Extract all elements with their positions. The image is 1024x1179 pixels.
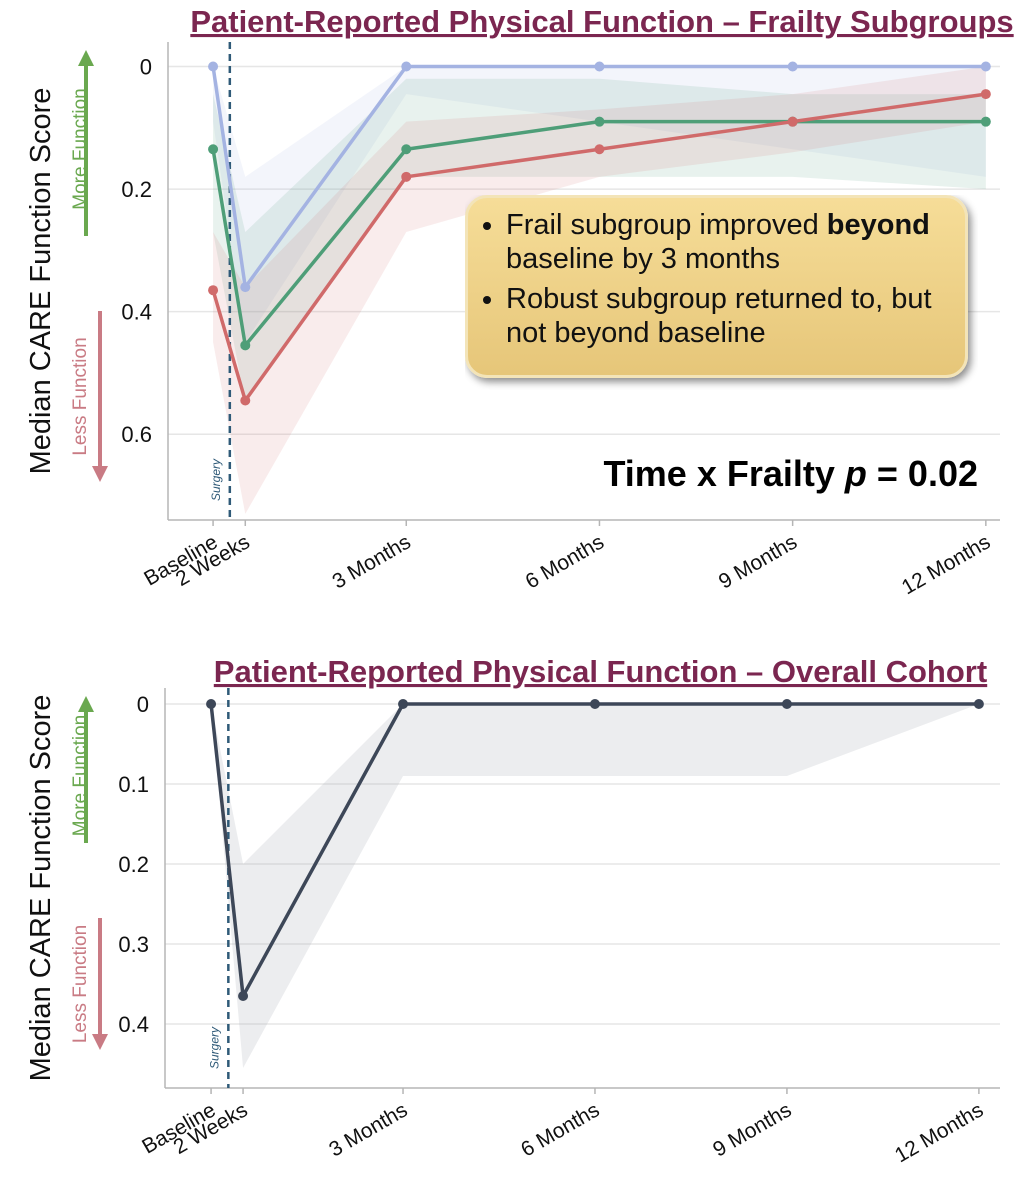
confidence-band [211, 704, 979, 1068]
data-point [401, 144, 412, 155]
series-line [211, 92, 987, 403]
confidence-band [213, 78, 986, 404]
confidence-band [213, 66, 986, 343]
callout-box: Frail subgroup improved beyond baseline … [465, 195, 968, 378]
series-line [211, 64, 986, 289]
data-point [973, 699, 984, 709]
data-point [589, 699, 600, 709]
x-tick-label: 9 Months [709, 1098, 795, 1161]
data-point [398, 699, 409, 709]
y-tick-label: 0.3 [118, 932, 149, 957]
data-point [240, 395, 251, 406]
callout-item: Robust subgroup returned to, but not bey… [506, 282, 951, 350]
x-tick-label: 12 Months [891, 1098, 987, 1167]
data-point [401, 171, 412, 182]
surgery-label: Surgery [207, 1026, 221, 1069]
down-arrow-head [92, 466, 108, 482]
data-point [238, 991, 249, 1001]
data-point [240, 282, 251, 293]
x-tick-label: 9 Months [715, 530, 801, 593]
series-line [211, 119, 986, 348]
data-point [401, 61, 412, 72]
data-point [781, 699, 792, 709]
data-point [787, 116, 798, 127]
y-tick-label: 0.4 [121, 300, 152, 325]
x-tick-label: 6 Months [517, 1098, 603, 1161]
y-axis-label: Median CARE Function Score [25, 88, 57, 475]
y-tick-label: 0.4 [118, 1012, 149, 1037]
data-point [980, 116, 991, 127]
stat-text: Time x Frailty [603, 453, 834, 494]
y-tick-label: 0.2 [121, 177, 152, 202]
down-label: Less Function [70, 337, 91, 455]
y-tick-label: 0.6 [121, 422, 152, 447]
up-arrow-head [78, 50, 94, 66]
data-point [594, 144, 605, 155]
x-tick-label: 12 Months [898, 530, 994, 599]
data-point [208, 61, 219, 72]
up-label: More Function [70, 88, 91, 209]
data-point [980, 61, 991, 72]
callout-text: beyond [826, 209, 930, 241]
up-label: More Function [70, 715, 91, 836]
callout-item: Frail subgroup improved beyond baseline … [506, 208, 951, 276]
data-point [594, 116, 605, 127]
data-point [980, 89, 991, 100]
data-point [787, 61, 798, 72]
x-tick-label: 3 Months [328, 530, 414, 593]
surgery-label: Surgery [209, 458, 223, 501]
y-tick-label: 0 [137, 692, 149, 717]
up-arrow-head [78, 696, 94, 712]
callout: Frail subgroup improved beyond baseline … [465, 195, 978, 390]
callout-text: Robust subgroup returned to, but not bey… [506, 283, 932, 349]
chart-title: Patient-Reported Physical Function – Fra… [190, 4, 1013, 39]
y-tick-label: 0 [140, 55, 152, 80]
stat-text: p [844, 453, 867, 494]
callout-text: Frail subgroup improved [506, 209, 819, 241]
down-arrow-head [92, 1034, 108, 1050]
callout-text: baseline by 3 months [506, 243, 781, 275]
x-tick-label: 6 Months [522, 530, 608, 593]
y-axis-label: Median CARE Function Score [25, 695, 57, 1082]
stat-annotation: Time x Frailty p = 0.02 [603, 453, 978, 494]
y-tick-label: 0.2 [118, 852, 149, 877]
data-point [208, 285, 219, 296]
series-line [209, 702, 979, 998]
data-point [594, 61, 605, 72]
x-tick-label: 3 Months [325, 1098, 411, 1161]
y-tick-label: 0.1 [118, 772, 149, 797]
stat-text: = 0.02 [877, 453, 978, 494]
down-label: Less Function [70, 925, 91, 1043]
chart-title: Patient-Reported Physical Function – Ove… [214, 654, 987, 689]
data-point [240, 340, 251, 351]
callout-list: Frail subgroup improved beyond baseline … [482, 208, 951, 350]
data-point [208, 144, 219, 155]
data-point [206, 699, 217, 709]
